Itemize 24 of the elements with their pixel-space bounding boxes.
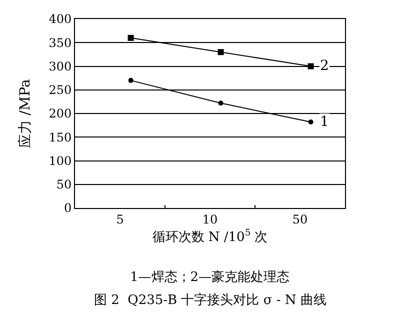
x-tick-label: 10 xyxy=(202,212,218,226)
point xyxy=(308,63,314,70)
x-axis-title: 循环次数 N /10$^{5}$ 次 xyxy=(152,228,268,245)
y-axis-title: 应力 /MPa xyxy=(17,79,34,148)
y-tick-label: 50 xyxy=(56,178,72,192)
x-tick-label: 50 xyxy=(292,212,308,226)
y-tick-label: 350 xyxy=(48,36,72,50)
y-tick-label: 100 xyxy=(48,154,72,168)
point xyxy=(128,34,134,41)
y-tick-label: 300 xyxy=(48,59,72,74)
y-tick-label: 200 xyxy=(48,106,72,121)
point xyxy=(218,49,224,56)
text: 1—焊态；2—豪克能处理态 xyxy=(130,270,290,285)
text: 图 2 Q235-B 十字接头对比 σ - N 曲线 xyxy=(94,292,326,308)
y-tick-label: 0 xyxy=(64,201,72,216)
y-tick-label: 400 xyxy=(48,12,72,26)
point xyxy=(308,120,314,125)
point xyxy=(218,100,224,106)
series-label: 2 xyxy=(320,58,329,74)
x-tick-label: 5 xyxy=(116,212,124,226)
point xyxy=(128,78,134,83)
y-tick-label: 250 xyxy=(48,83,72,98)
series-label: 1 xyxy=(320,114,329,130)
y-tick-label: 150 xyxy=(48,130,72,144)
